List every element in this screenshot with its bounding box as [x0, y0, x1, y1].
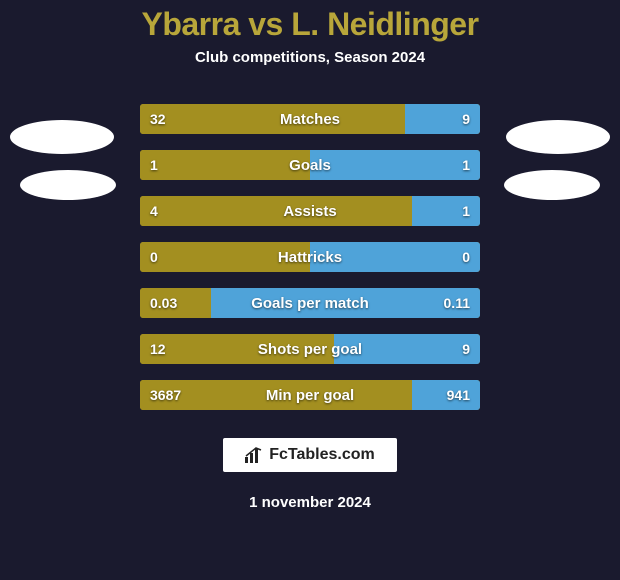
page-subtitle: Club competitions, Season 2024 [195, 49, 425, 66]
stat-bar-left [140, 196, 412, 226]
brand-label: FcTables.com [269, 446, 375, 464]
stat-row: 0 Hattricks 0 [140, 242, 480, 272]
stat-row: 1 Goals 1 [140, 150, 480, 180]
stat-bar-right [405, 104, 480, 134]
avatar-player-right-2 [504, 170, 600, 200]
stat-row: 0.03 Goals per match 0.11 [140, 288, 480, 318]
comparison-container: Ybarra vs L. Neidlinger Club competition… [0, 0, 620, 580]
stat-row: 4 Assists 1 [140, 196, 480, 226]
stat-bar-left [140, 380, 412, 410]
brand-badge[interactable]: FcTables.com [223, 438, 397, 472]
stat-row: 32 Matches 9 [140, 104, 480, 134]
avatar-player-right-1 [506, 120, 610, 154]
stat-bar-right [412, 196, 480, 226]
footer-date: 1 november 2024 [249, 494, 371, 511]
stat-bar-left [140, 242, 310, 272]
stat-bar-left [140, 104, 405, 134]
stat-bar-right [310, 242, 480, 272]
stat-bar-left [140, 334, 334, 364]
chart-icon [245, 447, 263, 463]
stat-row: 12 Shots per goal 9 [140, 334, 480, 364]
stat-bar-right [412, 380, 480, 410]
stat-bar-left [140, 150, 310, 180]
stat-bar-right [211, 288, 480, 318]
stat-bar-right [310, 150, 480, 180]
stat-row: 3687 Min per goal 941 [140, 380, 480, 410]
avatar-player-left-1 [10, 120, 114, 154]
stats-list: 32 Matches 9 1 Goals 1 4 Assists 1 0 Hat… [140, 104, 480, 410]
avatar-player-left-2 [20, 170, 116, 200]
stat-bar-left [140, 288, 211, 318]
stat-bar-right [334, 334, 480, 364]
page-title: Ybarra vs L. Neidlinger [141, 6, 478, 43]
